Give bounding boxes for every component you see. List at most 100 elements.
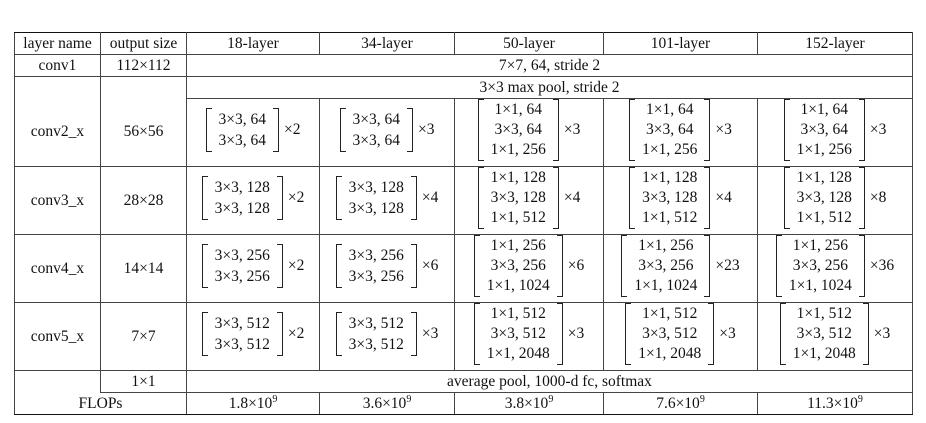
flops-152-exp: 9 xyxy=(857,393,863,405)
conv4-block-101: 1×1, 256 3×3, 256 1×1, 1024 ×23 xyxy=(603,234,758,303)
pool-row: 3×3 max pool, stride 2 xyxy=(14,76,913,99)
right-bracket xyxy=(552,167,559,229)
block-layer-line: 1×1, 512 xyxy=(642,305,698,322)
block-multiplier: ×4 xyxy=(563,189,581,206)
block-layers: 3×3, 512 3×3, 512 xyxy=(342,312,411,356)
block-multiplier: ×3 xyxy=(421,325,439,342)
conv3-row: conv3_x 28×28 3×3, 128 3×3, 128 ×2 3×3, 12… xyxy=(14,166,913,235)
block-layer-line: 1×1, 512 xyxy=(796,305,852,322)
right-bracket xyxy=(862,303,869,365)
block-layers: 3×3, 128 3×3, 128 xyxy=(208,176,277,220)
bracket-matrix: 1×1, 64 3×3, 64 1×1, 256 xyxy=(629,99,711,161)
block-layers: 3×3, 64 3×3, 64 xyxy=(212,108,274,152)
block-layers: 1×1, 128 3×3, 128 1×1, 512 xyxy=(635,167,704,229)
flops-152-base: 11.3×10 xyxy=(807,394,858,412)
block-layer-line: 1×1, 256 xyxy=(642,141,698,158)
residual-block: 3×3, 256 3×3, 256 ×2 xyxy=(201,244,304,288)
block-layers: 1×1, 64 3×3, 64 1×1, 256 xyxy=(790,99,859,161)
bracket-matrix: 1×1, 512 3×3, 512 1×1, 2048 xyxy=(473,303,563,365)
conv3-output: 28×28 xyxy=(100,166,187,235)
right-bracket xyxy=(273,108,279,152)
conv5-block-50: 1×1, 512 3×3, 512 1×1, 2048 ×3 xyxy=(454,302,604,371)
conv1-output: 112×112 xyxy=(100,54,187,77)
residual-block: 1×1, 64 3×3, 64 1×1, 256 ×3 xyxy=(477,99,581,161)
flops-18-base: 1.8×10 xyxy=(228,394,273,412)
residual-block: 1×1, 64 3×3, 64 1×1, 256 ×3 xyxy=(783,99,886,161)
block-multiplier: ×36 xyxy=(869,257,895,274)
block-layer-line: 3×3, 512 xyxy=(642,325,698,342)
block-layers: 1×1, 128 3×3, 128 1×1, 512 xyxy=(790,167,859,229)
conv3-block-50: 1×1, 128 3×3, 128 1×1, 512 ×4 xyxy=(454,166,604,235)
left-bracket xyxy=(473,235,480,297)
block-layers: 3×3, 256 3×3, 256 xyxy=(208,244,277,288)
right-bracket xyxy=(410,176,417,220)
conv5-block-152: 1×1, 512 3×3, 512 1×1, 2048 ×3 xyxy=(757,302,913,371)
block-layers: 3×3, 64 3×3, 64 xyxy=(346,108,408,152)
flops-152: 11.3×109 xyxy=(757,392,913,415)
right-bracket xyxy=(704,235,711,297)
left-bracket xyxy=(621,235,628,297)
block-layer-line: 1×1, 2048 xyxy=(792,345,856,362)
block-layer-line: 3×3, 256 xyxy=(348,247,404,264)
right-bracket xyxy=(708,303,715,365)
conv5-name: conv5_x xyxy=(14,302,101,371)
bracket-matrix: 3×3, 512 3×3, 512 xyxy=(201,312,283,356)
right-bracket xyxy=(858,235,865,297)
bracket-matrix: 1×1, 256 3×3, 256 1×1, 1024 xyxy=(775,235,865,297)
conv2-block-101: 1×1, 64 3×3, 64 1×1, 256 ×3 xyxy=(603,98,758,167)
right-bracket xyxy=(407,108,413,152)
residual-block: 3×3, 64 3×3, 64 ×2 xyxy=(205,108,301,152)
conv5-block-101: 1×1, 512 3×3, 512 1×1, 2048 ×3 xyxy=(603,302,758,371)
block-layer-line: 3×3, 512 xyxy=(490,325,546,342)
conv2-name: conv2_x xyxy=(14,98,101,167)
conv2-block-152: 1×1, 64 3×3, 64 1×1, 256 ×3 xyxy=(757,98,913,167)
block-multiplier: ×3 xyxy=(563,121,581,138)
block-layer-line: 3×3, 512 xyxy=(214,315,270,332)
block-layer-line: 3×3, 512 xyxy=(348,336,404,353)
block-multiplier: ×3 xyxy=(715,121,732,138)
bracket-matrix: 1×1, 128 3×3, 128 1×1, 512 xyxy=(477,167,559,229)
flops-row: FLOPs 1.8×109 3.6×109 3.8×109 7.6×109 11… xyxy=(14,392,913,415)
block-layer-line: 1×1, 2048 xyxy=(486,345,550,362)
block-multiplier: ×6 xyxy=(567,257,585,274)
block-layer-line: 1×1, 1024 xyxy=(486,277,550,294)
conv2-output: 56×56 xyxy=(100,98,187,167)
left-bracket xyxy=(775,235,782,297)
residual-block: 1×1, 64 3×3, 64 1×1, 256 ×3 xyxy=(629,99,732,161)
block-layer-line: 3×3, 64 xyxy=(800,121,849,138)
header-layer-name: layer name xyxy=(14,32,101,55)
left-bracket xyxy=(205,108,212,152)
conv4-block-34: 3×3, 256 3×3, 256 ×6 xyxy=(319,234,455,303)
left-bracket xyxy=(779,303,786,365)
block-layer-line: 3×3, 128 xyxy=(348,179,404,196)
left-bracket xyxy=(783,167,790,229)
block-layer-line: 3×3, 256 xyxy=(792,257,848,274)
residual-block: 3×3, 256 3×3, 256 ×6 xyxy=(335,244,439,288)
flops-101-base: 7.6×10 xyxy=(656,394,700,412)
conv5-block-18: 3×3, 512 3×3, 512 ×2 xyxy=(186,302,320,371)
resnet-architecture-table: layer name output size 18-layer 34-layer… xyxy=(14,32,913,415)
block-layers: 1×1, 512 3×3, 512 1×1, 2048 xyxy=(786,303,863,365)
residual-block: 1×1, 256 3×3, 256 1×1, 1024 ×23 xyxy=(621,235,740,297)
block-multiplier: ×23 xyxy=(715,257,740,274)
block-layers: 1×1, 128 3×3, 128 1×1, 512 xyxy=(484,167,553,229)
bracket-matrix: 1×1, 64 3×3, 64 1×1, 256 xyxy=(783,99,865,161)
residual-block: 1×1, 128 3×3, 128 1×1, 512 ×4 xyxy=(477,167,581,229)
conv3-block-18: 3×3, 128 3×3, 128 ×2 xyxy=(186,166,320,235)
block-layer-line: 1×1, 512 xyxy=(490,305,546,322)
block-multiplier: ×6 xyxy=(421,257,439,274)
left-bracket xyxy=(625,303,632,365)
pool-output-empty xyxy=(100,76,187,99)
conv2-row: conv2_x 56×56 3×3, 64 3×3, 64 ×2 3×3, 64 3×… xyxy=(14,98,913,167)
bracket-matrix: 1×1, 128 3×3, 128 1×1, 512 xyxy=(629,167,711,229)
final-name-empty xyxy=(14,370,101,393)
right-bracket xyxy=(704,99,711,161)
conv4-row: conv4_x 14×14 3×3, 256 3×3, 256 ×2 3×3, 25… xyxy=(14,234,913,303)
header-152-layer: 152-layer xyxy=(757,32,913,55)
flops-18: 1.8×109 xyxy=(186,392,320,415)
bracket-matrix: 1×1, 64 3×3, 64 1×1, 256 xyxy=(477,99,559,161)
left-bracket xyxy=(339,108,346,152)
bracket-matrix: 3×3, 256 3×3, 256 xyxy=(335,244,417,288)
residual-block: 1×1, 256 3×3, 256 1×1, 1024 ×36 xyxy=(775,235,895,297)
bracket-matrix: 3×3, 256 3×3, 256 xyxy=(201,244,283,288)
